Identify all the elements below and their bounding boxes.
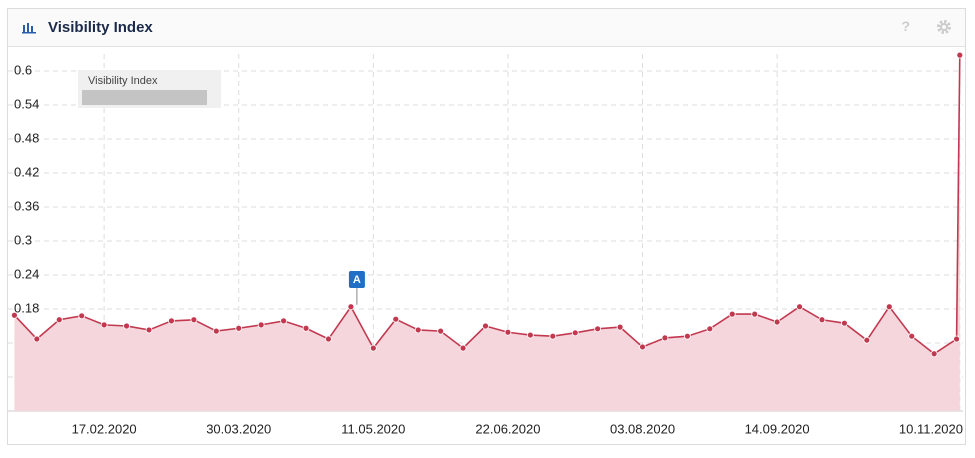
point bbox=[257, 321, 265, 329]
point bbox=[347, 303, 355, 311]
settings-button[interactable] bbox=[936, 19, 952, 35]
chart-icon bbox=[22, 23, 36, 34]
point bbox=[369, 344, 377, 352]
point bbox=[212, 327, 220, 335]
annotation-label: A bbox=[353, 274, 361, 286]
point bbox=[100, 321, 108, 329]
point bbox=[956, 51, 964, 59]
point bbox=[437, 327, 445, 335]
y-tick-label: 0.24 bbox=[14, 266, 39, 281]
help-button[interactable]: ? bbox=[901, 18, 910, 34]
area bbox=[14, 55, 960, 412]
point bbox=[908, 332, 916, 340]
line bbox=[13, 55, 961, 355]
x-tick-label: 17.02.2020 bbox=[72, 421, 137, 436]
y-tick-label: 0.3 bbox=[14, 232, 32, 247]
point bbox=[661, 334, 669, 342]
point bbox=[616, 323, 624, 331]
point bbox=[190, 316, 198, 324]
point bbox=[549, 332, 557, 340]
point bbox=[953, 335, 960, 343]
y-tick-label: 0.36 bbox=[14, 198, 39, 213]
point bbox=[414, 326, 422, 334]
point bbox=[863, 336, 871, 344]
point bbox=[55, 316, 63, 324]
point bbox=[145, 326, 153, 334]
point bbox=[818, 316, 826, 324]
y-tick-label: 0.54 bbox=[14, 96, 39, 111]
point bbox=[930, 350, 938, 358]
point bbox=[683, 332, 691, 340]
point bbox=[504, 328, 512, 336]
legend-label: Visibility Index bbox=[88, 75, 158, 87]
point bbox=[751, 310, 759, 318]
point bbox=[392, 315, 400, 323]
y-tick-label: 0.18 bbox=[14, 300, 39, 315]
point bbox=[280, 317, 288, 325]
y-tick-label: 0.48 bbox=[14, 130, 39, 145]
card: Visibility Index ? bbox=[7, 8, 966, 445]
point bbox=[773, 318, 781, 326]
point bbox=[302, 324, 310, 332]
point bbox=[571, 329, 579, 337]
point bbox=[526, 331, 534, 339]
card-title: Visibility Index bbox=[48, 19, 153, 36]
x-tick-label: 03.08.2020 bbox=[610, 421, 675, 436]
point bbox=[594, 325, 602, 333]
legend-swatch bbox=[82, 90, 207, 105]
x-tick-label: 30.03.2020 bbox=[206, 421, 271, 436]
point bbox=[796, 303, 803, 311]
point bbox=[11, 311, 18, 319]
point bbox=[235, 324, 243, 332]
point bbox=[841, 319, 848, 327]
point bbox=[325, 335, 332, 343]
card-header: Visibility Index ? bbox=[8, 9, 965, 47]
point bbox=[706, 325, 714, 333]
y-tick-label: 0.6 bbox=[14, 62, 32, 77]
point bbox=[33, 335, 41, 343]
x-tick-label: 10.11.2020 bbox=[899, 421, 963, 436]
point bbox=[123, 322, 130, 330]
point bbox=[885, 303, 893, 311]
x-tick-label: 14.09.2020 bbox=[745, 421, 810, 436]
x-tick-label: 22.06.2020 bbox=[475, 421, 540, 436]
point bbox=[728, 310, 736, 318]
point bbox=[78, 312, 86, 320]
y-tick-label: 0.42 bbox=[14, 164, 39, 179]
point bbox=[482, 322, 489, 330]
point bbox=[639, 343, 646, 351]
point bbox=[168, 317, 175, 325]
annotation-flag bbox=[348, 271, 365, 288]
point bbox=[459, 344, 467, 352]
x-tick-label: 11.05.2020 bbox=[341, 421, 405, 436]
